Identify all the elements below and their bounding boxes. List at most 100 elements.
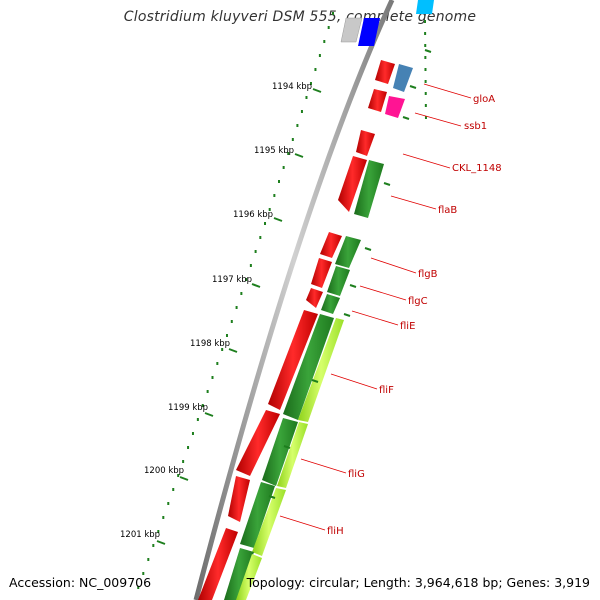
tick-dot xyxy=(318,54,321,57)
gene-label: flgB xyxy=(418,269,438,280)
gene-tick xyxy=(364,247,372,251)
label-leader-line xyxy=(359,285,407,301)
gene-label: flaB xyxy=(438,205,457,216)
tick-dot xyxy=(296,124,299,127)
tick-dots-inner xyxy=(137,12,334,589)
scale-tick-label: 1198 kbp xyxy=(190,339,230,349)
tick-dot xyxy=(177,474,180,477)
gene-arrow-green xyxy=(240,482,275,548)
scale-tick xyxy=(204,412,214,417)
label-leaders xyxy=(279,83,472,531)
tick-dot xyxy=(191,432,194,435)
label-leader-line xyxy=(370,257,417,274)
gene-arrow-lime xyxy=(298,318,344,422)
gene-arrow-red xyxy=(356,130,375,156)
tick-dot xyxy=(221,348,224,351)
gene-arrow-pink xyxy=(385,96,405,118)
gene-arrow-green xyxy=(354,160,384,218)
tick-dot xyxy=(327,26,330,29)
label-leader-line xyxy=(390,195,437,210)
gene-label: ssb1 xyxy=(464,121,487,132)
tick-dot xyxy=(424,104,427,107)
tick-dot xyxy=(424,20,426,23)
gene-arrow-green xyxy=(262,418,298,486)
gene-arrow-cyan xyxy=(416,0,434,14)
tick-dot xyxy=(309,82,312,85)
label-leader-line xyxy=(300,458,347,474)
tick-dot xyxy=(235,306,238,309)
scale-tick xyxy=(228,348,238,353)
tick-dot xyxy=(254,250,257,253)
tick-dot xyxy=(314,68,317,71)
gene-arrow-red xyxy=(236,410,280,476)
gene-tick xyxy=(268,495,276,499)
scale-tick xyxy=(273,217,283,222)
tick-dot xyxy=(424,80,427,83)
tick-dot xyxy=(225,334,228,337)
tick-dots-outer xyxy=(424,20,427,119)
gene-ticks xyxy=(268,49,432,499)
gene-arrow-lime xyxy=(236,554,262,600)
gene-label: fliE xyxy=(400,321,415,332)
gene-arrow-red xyxy=(306,288,323,308)
genome-backbone xyxy=(193,0,395,600)
tick-dot xyxy=(291,138,294,141)
tick-dot xyxy=(249,264,252,267)
gene-arrow-steelblue xyxy=(393,64,413,92)
tick-dot xyxy=(187,446,190,449)
gene-arrow-green xyxy=(321,294,340,314)
scale-tick-label: 1201 kbp xyxy=(120,530,160,540)
gene-tick xyxy=(402,116,410,120)
tick-dot xyxy=(278,180,281,183)
gene-arrow-red xyxy=(320,232,342,258)
gene-label: gloA xyxy=(473,94,495,105)
tick-dot xyxy=(305,96,308,99)
gene-label: flgC xyxy=(408,296,428,307)
gene-arrow-red xyxy=(228,476,250,522)
gene-tick xyxy=(349,284,357,288)
tick-dot xyxy=(137,586,140,589)
gene-label: CKL_1148 xyxy=(452,163,502,174)
label-leader-line xyxy=(414,112,462,127)
gene-tick xyxy=(343,313,351,317)
tick-dot xyxy=(230,320,233,323)
gene-tick xyxy=(409,85,417,89)
gene-tick xyxy=(283,445,291,449)
tick-dot xyxy=(259,236,262,239)
tick-dot xyxy=(424,68,427,71)
tick-dot xyxy=(167,502,170,505)
tick-dot xyxy=(147,558,150,561)
gene-arrow-green xyxy=(327,266,350,296)
scale-tick-label: 1194 kbp xyxy=(272,82,312,92)
gene-arrow-green xyxy=(335,236,361,268)
label-leader-line xyxy=(423,83,472,99)
scale-tick xyxy=(156,540,166,545)
gene-labels: gloA ssb1 CKL_1148 flaB flgB flgC fliE fliF fliG… xyxy=(327,94,502,537)
tick-dot xyxy=(424,92,427,95)
gene-label: fliF xyxy=(379,385,394,396)
gene-tick xyxy=(424,49,432,53)
tick-dot xyxy=(206,390,209,393)
gene-arrow-gray xyxy=(340,17,363,43)
tick-dot xyxy=(424,116,427,119)
scale-tick xyxy=(251,283,261,288)
scale-tick xyxy=(294,153,304,158)
gene-tick xyxy=(311,379,319,383)
tick-dot xyxy=(424,56,427,59)
tick-dot xyxy=(211,376,214,379)
tick-dot xyxy=(264,222,267,225)
scale-tick-label: 1200 kbp xyxy=(144,466,184,476)
tick-dot xyxy=(182,460,185,463)
gene-arrow-lime xyxy=(277,422,308,488)
tick-dot xyxy=(157,530,160,533)
label-leader-line xyxy=(351,310,399,326)
topology-text: Topology: circular; Length: 3,964,618 bp… xyxy=(246,575,590,590)
accession-text: Accession: NC_009706 xyxy=(9,575,152,590)
tick-dot xyxy=(323,40,326,43)
gene-arrow-red xyxy=(198,528,238,600)
tick-dot xyxy=(424,44,427,47)
tick-dot xyxy=(162,516,165,519)
scale-tick-label: 1195 kbp xyxy=(254,146,294,156)
tick-dot xyxy=(268,208,271,211)
